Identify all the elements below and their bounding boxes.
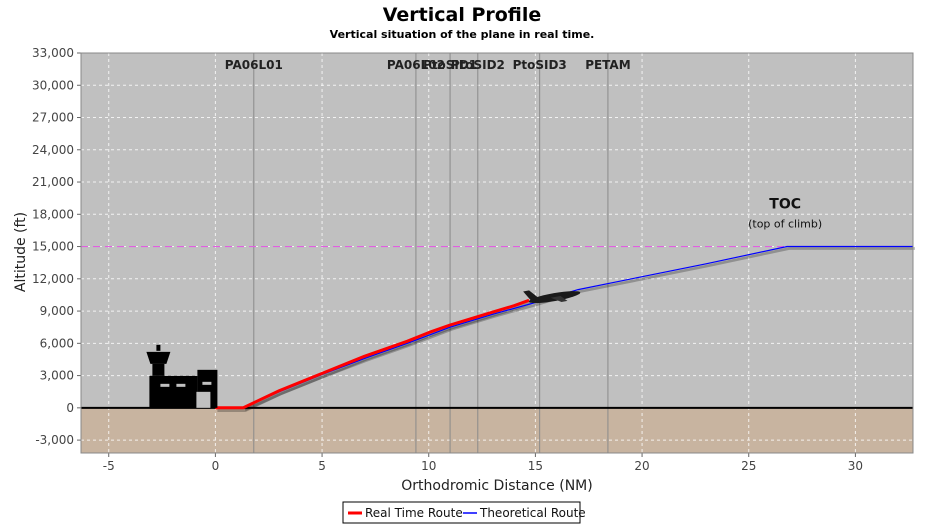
y-tick-label: 12,000 <box>32 272 74 286</box>
y-tick-label: -3,000 <box>35 433 74 447</box>
legend-label-real-time-route: Real Time Route <box>365 506 463 520</box>
tower-shaft <box>152 363 165 376</box>
y-tick-label: 30,000 <box>32 78 74 92</box>
plot-border <box>80 52 914 454</box>
terminal-window <box>202 381 212 385</box>
toc-label: TOC <box>769 197 801 213</box>
toc-sublabel: (top of climb) <box>748 218 822 231</box>
chart-title: Vertical Profile <box>383 4 542 26</box>
y-tick-label: 3,000 <box>40 369 74 383</box>
waypoint-label: PETAM <box>585 58 630 72</box>
series-shadow <box>244 247 915 412</box>
y-tick-label: 6,000 <box>40 336 74 350</box>
y-axis-label: Altitude (ft) <box>13 212 29 292</box>
y-tick-label: 18,000 <box>32 207 74 221</box>
tower-antenna <box>156 344 161 351</box>
y-tick-label: 15,000 <box>32 240 74 254</box>
chart-subtitle: Vertical situation of the plane in real … <box>330 28 595 41</box>
x-tick-label: 30 <box>848 459 863 473</box>
legend-box <box>342 501 581 524</box>
y-tick-label: 33,000 <box>32 46 74 60</box>
terminal-window <box>176 383 186 387</box>
ground-area <box>81 407 913 453</box>
aircraft-wing <box>550 296 568 302</box>
terminal-door <box>196 391 211 408</box>
y-tick-label: 9,000 <box>40 304 74 318</box>
legend-label-theoretical-route: Theoretical Route <box>479 506 586 520</box>
sky-area <box>81 53 913 408</box>
y-tick-label: 27,000 <box>32 111 74 125</box>
waypoint-label: PtoSID1 <box>423 58 477 72</box>
waypoint-label: PtoSID3 <box>513 58 567 72</box>
legend: Real Time Route Theoretical Route <box>342 501 586 524</box>
aircraft-tail <box>523 290 539 301</box>
x-tick-label: 20 <box>634 459 649 473</box>
plot-area: -5 0 5 10 15 20 25 30 -3,000 0 3,000 6,000 9,000 12,0… <box>32 46 915 473</box>
series-line-real-time-route <box>215 298 530 410</box>
x-tick-label: 10 <box>421 459 436 473</box>
waypoint-label: PA06L01 <box>225 58 283 72</box>
terminal-window <box>160 383 170 387</box>
x-tick-label: -5 <box>103 459 115 473</box>
aircraft-icon <box>523 290 581 304</box>
terminal-building <box>149 375 198 408</box>
y-tick-label: 21,000 <box>32 175 74 189</box>
waypoint-label: PtoSID2 <box>451 58 505 72</box>
x-tick-label: 15 <box>528 459 543 473</box>
waypoint-label: PA06L02 <box>387 58 445 72</box>
x-tick-label: 5 <box>318 459 326 473</box>
airport-tower-icon <box>146 344 218 408</box>
x-tick-label: 0 <box>212 459 220 473</box>
tower-cab <box>146 351 171 364</box>
y-tick-label: 24,000 <box>32 143 74 157</box>
x-tick-label: 25 <box>741 459 756 473</box>
y-tick-label: 0 <box>66 401 74 415</box>
x-axis-label: Orthodromic Distance (NM) <box>401 478 592 494</box>
